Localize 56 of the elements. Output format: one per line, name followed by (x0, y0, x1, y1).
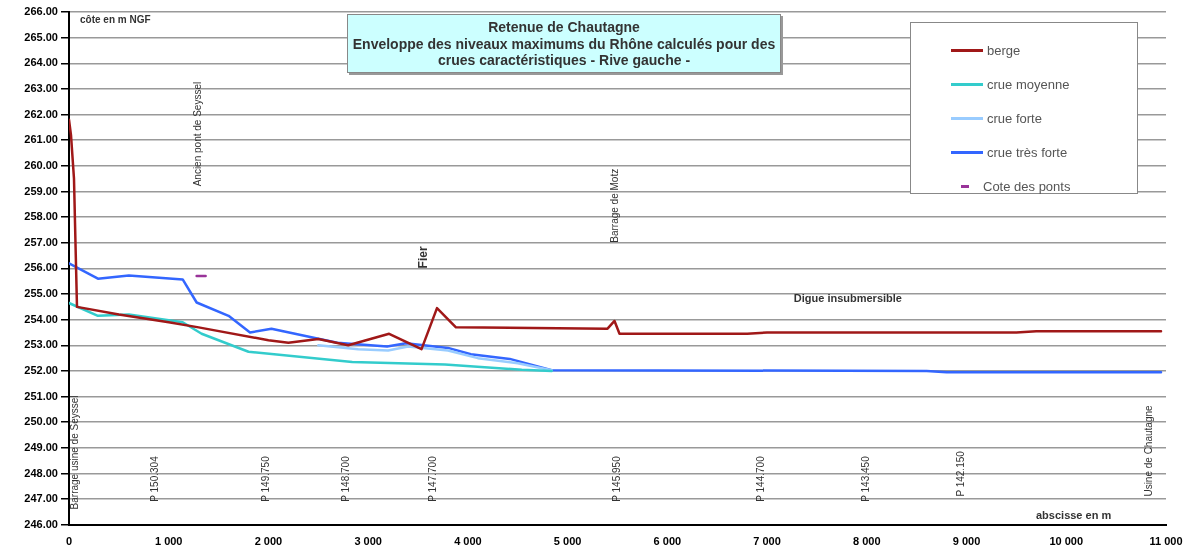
annotation: Barrage usine de Seyssel (69, 395, 81, 510)
y-tick-label: 249.00 (24, 440, 58, 453)
text: Retenue de Chautagne (487, 19, 641, 35)
y-tick-label: 260.00 (24, 158, 58, 171)
y-tick-label: 253.00 (24, 338, 58, 351)
text: Enveloppe des niveaux maximums du Rhône calculés pour des crues caractéristiques - Rive gauche - (351, 36, 777, 68)
y-tick-label: 250.00 (24, 415, 58, 428)
y-tick-label: 251.00 (24, 389, 58, 402)
legend-label: crue forte (987, 110, 1042, 126)
y-tick-label: 258.00 (24, 210, 58, 223)
y-tick-label: 254.00 (24, 312, 58, 325)
x-axis-title: abscisse en m (1036, 508, 1112, 521)
legend-label: crue très forte (987, 144, 1068, 160)
annotation: P 144.700 (754, 455, 766, 502)
y-tick-label: 246.00 (24, 517, 58, 530)
y-tick-label: 256.00 (24, 261, 58, 274)
y-tick-label: 266.00 (24, 5, 58, 18)
annotation: Digue insubmersible (793, 292, 902, 305)
x-tick-label: 9 000 (952, 535, 981, 548)
legend-label: crue moyenne (987, 76, 1070, 92)
annotation: P 147.700 (426, 455, 438, 502)
y-tick-label: 262.00 (24, 107, 58, 120)
x-tick-label: 10 000 (1049, 535, 1084, 548)
x-tick-label: 11 000 (1149, 535, 1183, 548)
annotation: Ancien pont de Seyssel (192, 81, 204, 187)
y-tick-label: 259.00 (24, 184, 58, 197)
annotation: P 149.750 (260, 455, 272, 502)
annotation: P 145.950 (611, 455, 623, 502)
x-tick-label: 2 000 (254, 535, 283, 548)
annotation: P 150.304 (149, 455, 161, 502)
legend-label: berge (987, 42, 1021, 58)
x-tick-label: 8 000 (853, 535, 881, 548)
x-tick-label: 1 000 (154, 535, 183, 548)
y-tick-label: 265.00 (24, 30, 58, 43)
x-tick-label: 6 000 (653, 535, 682, 548)
legend-label: Cote des ponts (983, 178, 1071, 194)
x-tick-label: 5 000 (553, 535, 582, 548)
y-tick-label: 252.00 (24, 363, 58, 376)
annotation: P 142.150 (954, 450, 966, 497)
x-tick-label: 0 (65, 535, 73, 548)
x-tick-label: 4 000 (454, 535, 482, 548)
x-tick-label: 7 000 (753, 535, 781, 548)
y-tick-label: 257.00 (24, 235, 58, 248)
y-tick-label: 247.00 (24, 492, 58, 505)
y-tick-label: 264.00 (24, 56, 58, 69)
annotation: Barrage de Motz (609, 168, 621, 243)
annotation: P 148.700 (340, 455, 352, 502)
y-tick-label: 248.00 (24, 466, 58, 479)
x-tick-label: 3 000 (354, 535, 382, 548)
annotation: P 143.450 (860, 455, 872, 502)
y-tick-label: 261.00 (24, 133, 58, 146)
annotation: Fier (415, 246, 430, 269)
annotation: Usine de Chautagne (1143, 404, 1155, 497)
y-axis-title: côte en m NGF (80, 14, 151, 25)
y-tick-label: 255.00 (24, 287, 58, 300)
y-tick-label: 263.00 (24, 81, 58, 94)
